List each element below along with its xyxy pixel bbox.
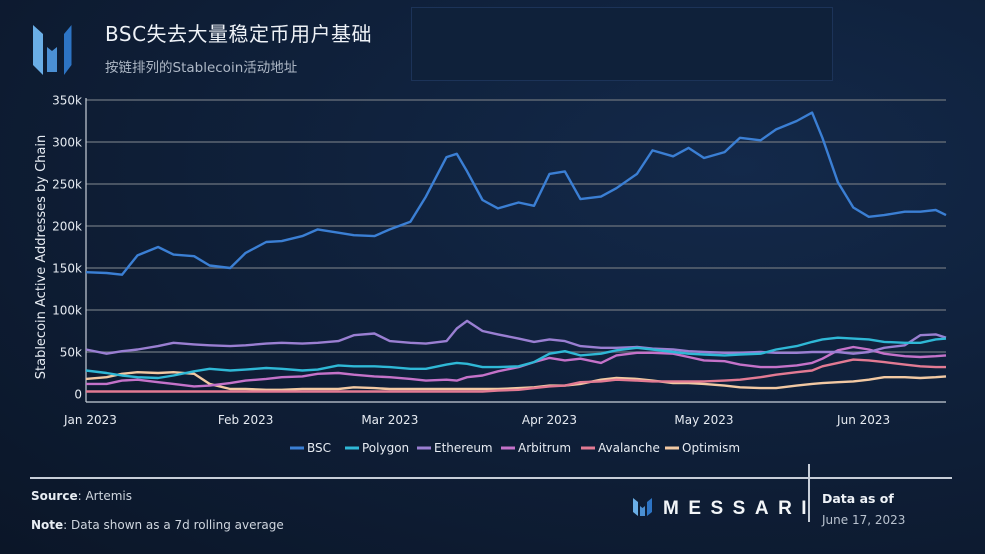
y-axis-ticks: 0 50k 100k 150k 200k 250k 300k 350k: [52, 94, 82, 402]
y-axis-label: Stablecoin Active Addresses by Chain: [34, 135, 49, 380]
y-tick-label: 50k: [60, 346, 82, 360]
series-lines: [85, 111, 947, 393]
gridlines: [86, 99, 946, 353]
x-tick-label: May 2023: [674, 413, 733, 427]
x-tick-label: Jun 2023: [836, 413, 890, 427]
legend-label: BSC: [307, 441, 331, 455]
y-tick-label: 150k: [52, 262, 82, 276]
note-label: Note: [31, 518, 64, 532]
y-tick-label: 300k: [52, 136, 82, 150]
legend-label: Polygon: [362, 441, 409, 455]
messari-wordmark: MESSARI: [663, 498, 817, 519]
legend-item-ethereum[interactable]: Ethereum: [417, 441, 493, 455]
x-tick-label: Apr 2023: [522, 413, 577, 427]
note-value: : Data shown as a 7d rolling average: [63, 518, 284, 532]
series-line-bsc: [85, 111, 947, 276]
footer-vertical-divider: [808, 464, 810, 522]
y-tick-label: 200k: [52, 220, 82, 234]
source-value: : Artemis: [77, 489, 132, 503]
legend-item-polygon[interactable]: Polygon: [345, 441, 409, 455]
legend-item-optimism[interactable]: Optimism: [665, 441, 740, 455]
legend-label: Avalanche: [598, 441, 660, 455]
series-line-ethereum: [85, 319, 947, 355]
legend-item-avalanche[interactable]: Avalanche: [581, 441, 660, 455]
legend-item-arbitrum[interactable]: Arbitrum: [501, 441, 571, 455]
series-line-polygon: [85, 336, 947, 380]
series-line-avalanche: [86, 358, 946, 393]
legend-label: Arbitrum: [518, 441, 571, 455]
legend-label: Ethereum: [434, 441, 493, 455]
messari-brand: MESSARI: [633, 498, 816, 520]
page-subtitle: 按链排列的Stablecoin活动地址: [105, 60, 298, 76]
source-note: Source: Artemis: [31, 489, 132, 503]
y-tick-label: 250k: [52, 178, 82, 192]
y-tick-label: 100k: [52, 304, 82, 318]
messari-mark-icon: [633, 498, 653, 520]
x-tick-label: Mar 2023: [361, 413, 418, 427]
data-note: Note: Data shown as a 7d rolling average: [31, 518, 284, 532]
data-as-of-date: June 17, 2023: [822, 513, 906, 527]
x-tick-label: Feb 2023: [218, 413, 274, 427]
data-as-of-label: Data as of: [822, 491, 894, 506]
x-tick-label: Jan 2023: [63, 413, 117, 427]
footer-divider: [30, 477, 952, 479]
legend-item-bsc[interactable]: BSC: [290, 441, 331, 455]
x-axis-ticks: Jan 2023 Feb 2023 Mar 2023 Apr 2023 May 2023…: [63, 413, 890, 427]
y-tick-label: 350k: [52, 94, 82, 108]
page-title: BSC失去大量稳定币用户基础: [105, 22, 373, 46]
legend: BSC Polygon Ethereum Arbitrum Avalanche Optim…: [290, 441, 740, 455]
legend-label: Optimism: [682, 441, 740, 455]
messari-logo-icon: [33, 25, 81, 75]
banner-box: [411, 7, 833, 81]
series-line-optimism: [85, 371, 947, 391]
y-tick-label: 0: [74, 388, 82, 402]
source-label: Source: [31, 489, 78, 503]
line-chart: 0 50k 100k 150k 200k 250k 300k 350k Jan 2023 Feb…: [34, 94, 947, 455]
